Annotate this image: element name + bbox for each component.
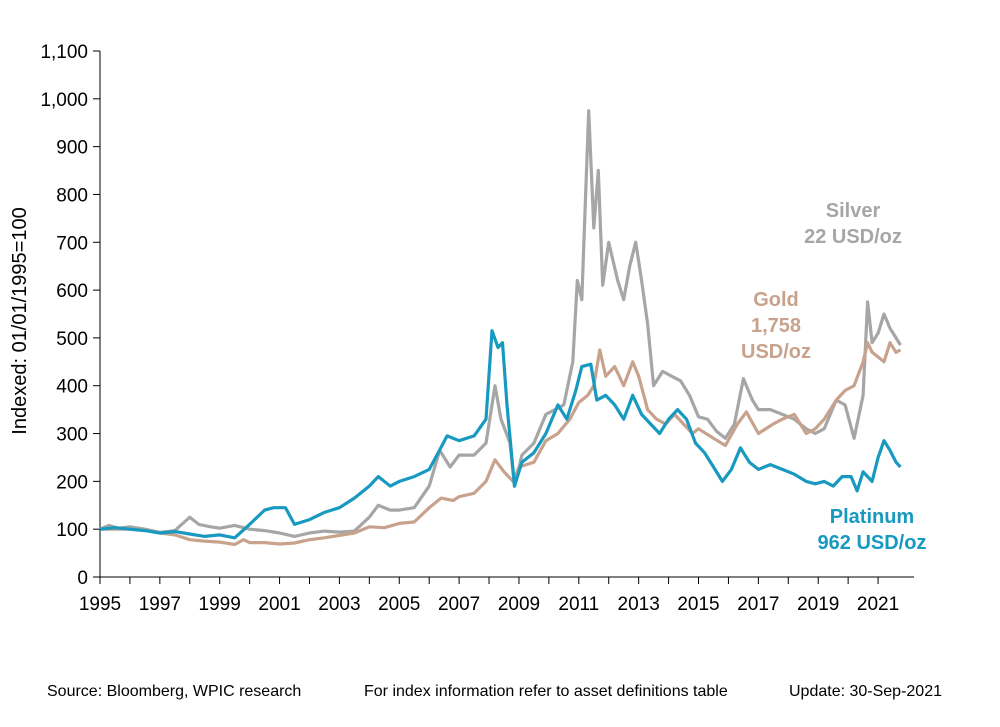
y-tick-label: 700 xyxy=(56,233,88,254)
silver-series-line xyxy=(99,109,902,538)
y-tick-label: 500 xyxy=(56,329,88,350)
x-tick-label: 2001 xyxy=(258,594,300,615)
index-info-note: For index information refer to asset def… xyxy=(364,683,728,700)
platinum-series-line xyxy=(99,329,902,540)
y-tick-label: 900 xyxy=(56,138,88,159)
y-tick-label: 800 xyxy=(56,185,88,206)
y-tick-label: 1,000 xyxy=(40,90,88,111)
x-tick-label: 1997 xyxy=(139,594,181,615)
x-tick-label: 2017 xyxy=(737,594,779,615)
x-tick-label: 2013 xyxy=(618,594,660,615)
x-tick-label: 2007 xyxy=(438,594,480,615)
update-date: Update: 30-Sep-2021 xyxy=(789,683,942,700)
y-tick-label: 100 xyxy=(56,520,88,541)
platinum-series-label: Platinum 962 USD/oz xyxy=(818,506,927,554)
y-tick-label: 400 xyxy=(56,377,88,398)
y-tick-label: 600 xyxy=(56,281,88,302)
x-tick-label: 1995 xyxy=(79,594,121,615)
y-axis-ticks: 0 100 200 300 400 500 600 700 800 900 1,000 1,100 xyxy=(40,42,100,589)
y-tick-label: 0 xyxy=(77,568,88,589)
x-axis-ticks: 1995 1997 1999 2001 2003 2005 2007 2009 2011 2013… xyxy=(79,577,899,615)
y-axis-label: Indexed: 01/01/1995=100 xyxy=(9,207,31,434)
y-tick-label: 1,100 xyxy=(40,42,88,63)
series-lines xyxy=(99,109,902,547)
x-tick-label: 1999 xyxy=(199,594,241,615)
x-tick-label: 2011 xyxy=(558,594,599,615)
x-tick-label: 2009 xyxy=(498,594,540,615)
x-tick-label: 2005 xyxy=(378,594,420,615)
series-labels: Silver 22 USD/oz Gold 1,758 USD/oz Platinum 96… xyxy=(741,200,926,554)
x-tick-label: 2015 xyxy=(677,594,719,615)
gold-series-label: Gold 1,758 USD/oz xyxy=(741,289,811,363)
y-tick-label: 200 xyxy=(56,472,88,493)
silver-series-label: Silver 22 USD/oz xyxy=(804,200,902,248)
x-tick-label: 2021 xyxy=(857,594,899,615)
gold-series-line xyxy=(100,341,902,547)
x-tick-label: 2003 xyxy=(318,594,360,615)
source-note: Source: Bloomberg, WPIC research xyxy=(47,683,302,700)
x-tick-label: 2019 xyxy=(797,594,839,615)
y-tick-label: 300 xyxy=(56,425,88,446)
